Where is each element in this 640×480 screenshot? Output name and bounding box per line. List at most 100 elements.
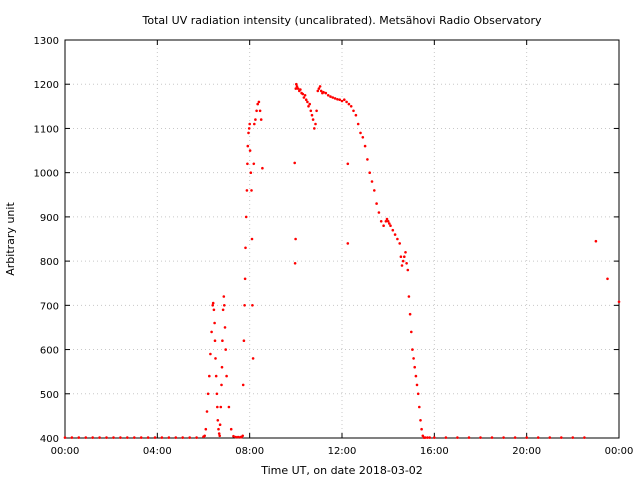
data-point [241, 383, 245, 387]
data-point [420, 427, 423, 431]
data-point [352, 109, 355, 113]
data-point [188, 436, 191, 439]
data-point [112, 436, 115, 439]
data-point [336, 98, 339, 101]
data-point [404, 251, 407, 254]
x-axis-title: Time UT, on date 2018-03-02 [260, 464, 423, 477]
data-point [227, 405, 231, 409]
data-point [419, 419, 422, 422]
data-point [414, 374, 418, 378]
data-point [400, 264, 404, 267]
data-point [216, 419, 220, 422]
data-point [423, 436, 427, 439]
data-point [331, 96, 335, 99]
data-point [304, 98, 308, 101]
y-tick-label: 800 [40, 257, 59, 268]
y-tick-label: 1200 [34, 80, 59, 91]
data-point [213, 339, 217, 343]
data-point [84, 436, 88, 439]
data-point [467, 436, 471, 439]
data-point [232, 434, 235, 438]
data-point [63, 436, 67, 439]
data-point [254, 118, 257, 121]
data-point [160, 436, 164, 439]
data-point [343, 98, 346, 101]
data-point [133, 436, 136, 439]
x-tick-label: 00:00 [51, 446, 80, 457]
data-point [301, 92, 305, 96]
data-point [385, 217, 389, 221]
data-point [174, 436, 178, 439]
grid [65, 40, 619, 438]
data-point [220, 365, 224, 369]
data-point [398, 242, 402, 245]
data-point [606, 277, 609, 281]
data-point [295, 85, 299, 88]
data-point [411, 348, 414, 351]
data-point [296, 87, 300, 90]
data-point [211, 304, 214, 307]
data-point [250, 237, 254, 241]
data-point [221, 308, 225, 312]
data-point [146, 436, 150, 439]
data-point [324, 91, 328, 95]
data-point [261, 166, 264, 170]
data-point [126, 436, 129, 439]
data-point [346, 242, 350, 245]
data-point [223, 326, 227, 329]
data-point [370, 180, 374, 183]
data-point [379, 220, 383, 223]
data-point [223, 304, 226, 307]
data-point [310, 113, 314, 117]
data-point [479, 436, 482, 439]
data-point [428, 436, 432, 439]
data-point [249, 171, 253, 174]
data-point [295, 82, 298, 86]
data-point [313, 127, 316, 130]
data-point [77, 436, 81, 439]
data-point [70, 436, 74, 439]
data-point [234, 435, 238, 439]
data-point [248, 149, 252, 152]
data-point [349, 105, 353, 108]
data-point [571, 436, 575, 439]
data-point [388, 222, 391, 225]
data-point [316, 89, 320, 93]
data-point [548, 436, 552, 439]
data-point [412, 357, 415, 360]
data-point [252, 162, 256, 166]
data-point [345, 100, 348, 104]
y-tick-label: 600 [40, 346, 59, 357]
data-point [393, 233, 397, 236]
data-point [247, 127, 251, 130]
data-point [243, 304, 246, 307]
data-point [209, 352, 212, 356]
data-point [204, 427, 208, 431]
data-point [98, 436, 101, 439]
data-point [229, 427, 233, 431]
data-point [315, 109, 318, 113]
data-point [217, 432, 221, 435]
data-point [389, 224, 392, 227]
data-point [408, 312, 412, 316]
data-point [490, 436, 494, 439]
data-point [347, 102, 351, 106]
data-point [247, 131, 250, 135]
data-point [415, 383, 419, 387]
data-point [373, 189, 376, 192]
data-point [433, 436, 436, 439]
data-point [222, 295, 226, 298]
data-point [308, 102, 312, 106]
data-point [91, 436, 94, 439]
data-point [244, 246, 247, 250]
data-point [416, 392, 420, 396]
y-tick-label: 1300 [34, 36, 59, 47]
data-point [309, 109, 313, 113]
data-point [195, 436, 198, 439]
y-tick-label: 1100 [34, 124, 59, 135]
data-point [407, 295, 411, 298]
ticks: 400 500 600 700 800 900 1000 1100 1200 1300 00:00 0… [34, 36, 634, 457]
data-point [525, 436, 528, 439]
data-point [307, 105, 310, 108]
